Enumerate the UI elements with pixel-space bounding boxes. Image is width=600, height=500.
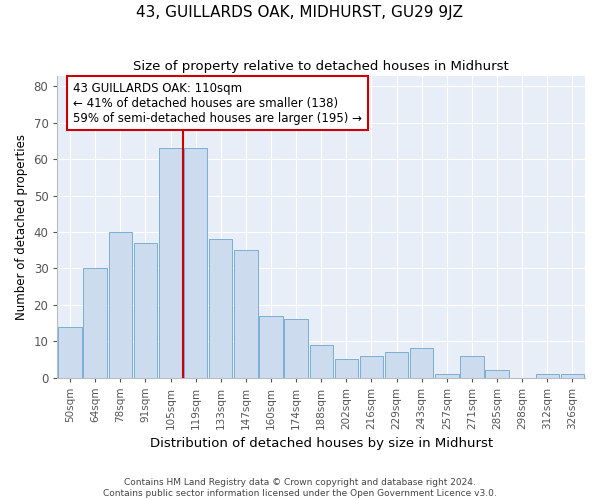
Bar — [485, 370, 509, 378]
Text: Contains HM Land Registry data © Crown copyright and database right 2024.
Contai: Contains HM Land Registry data © Crown c… — [103, 478, 497, 498]
Bar — [83, 268, 107, 378]
Bar — [385, 352, 408, 378]
Bar — [134, 243, 157, 378]
Text: 43, GUILLARDS OAK, MIDHURST, GU29 9JZ: 43, GUILLARDS OAK, MIDHURST, GU29 9JZ — [137, 5, 464, 20]
Bar — [536, 374, 559, 378]
Bar — [209, 240, 232, 378]
Bar — [460, 356, 484, 378]
X-axis label: Distribution of detached houses by size in Midhurst: Distribution of detached houses by size … — [149, 437, 493, 450]
Bar — [58, 326, 82, 378]
Y-axis label: Number of detached properties: Number of detached properties — [15, 134, 28, 320]
Bar — [435, 374, 458, 378]
Bar — [310, 345, 333, 378]
Bar — [335, 360, 358, 378]
Bar — [184, 148, 208, 378]
Bar — [561, 374, 584, 378]
Bar — [284, 320, 308, 378]
Bar — [109, 232, 132, 378]
Text: 43 GUILLARDS OAK: 110sqm
← 41% of detached houses are smaller (138)
59% of semi-: 43 GUILLARDS OAK: 110sqm ← 41% of detach… — [73, 82, 362, 124]
Bar — [410, 348, 433, 378]
Bar — [159, 148, 182, 378]
Bar — [360, 356, 383, 378]
Bar — [259, 316, 283, 378]
Bar — [234, 250, 257, 378]
Title: Size of property relative to detached houses in Midhurst: Size of property relative to detached ho… — [133, 60, 509, 73]
